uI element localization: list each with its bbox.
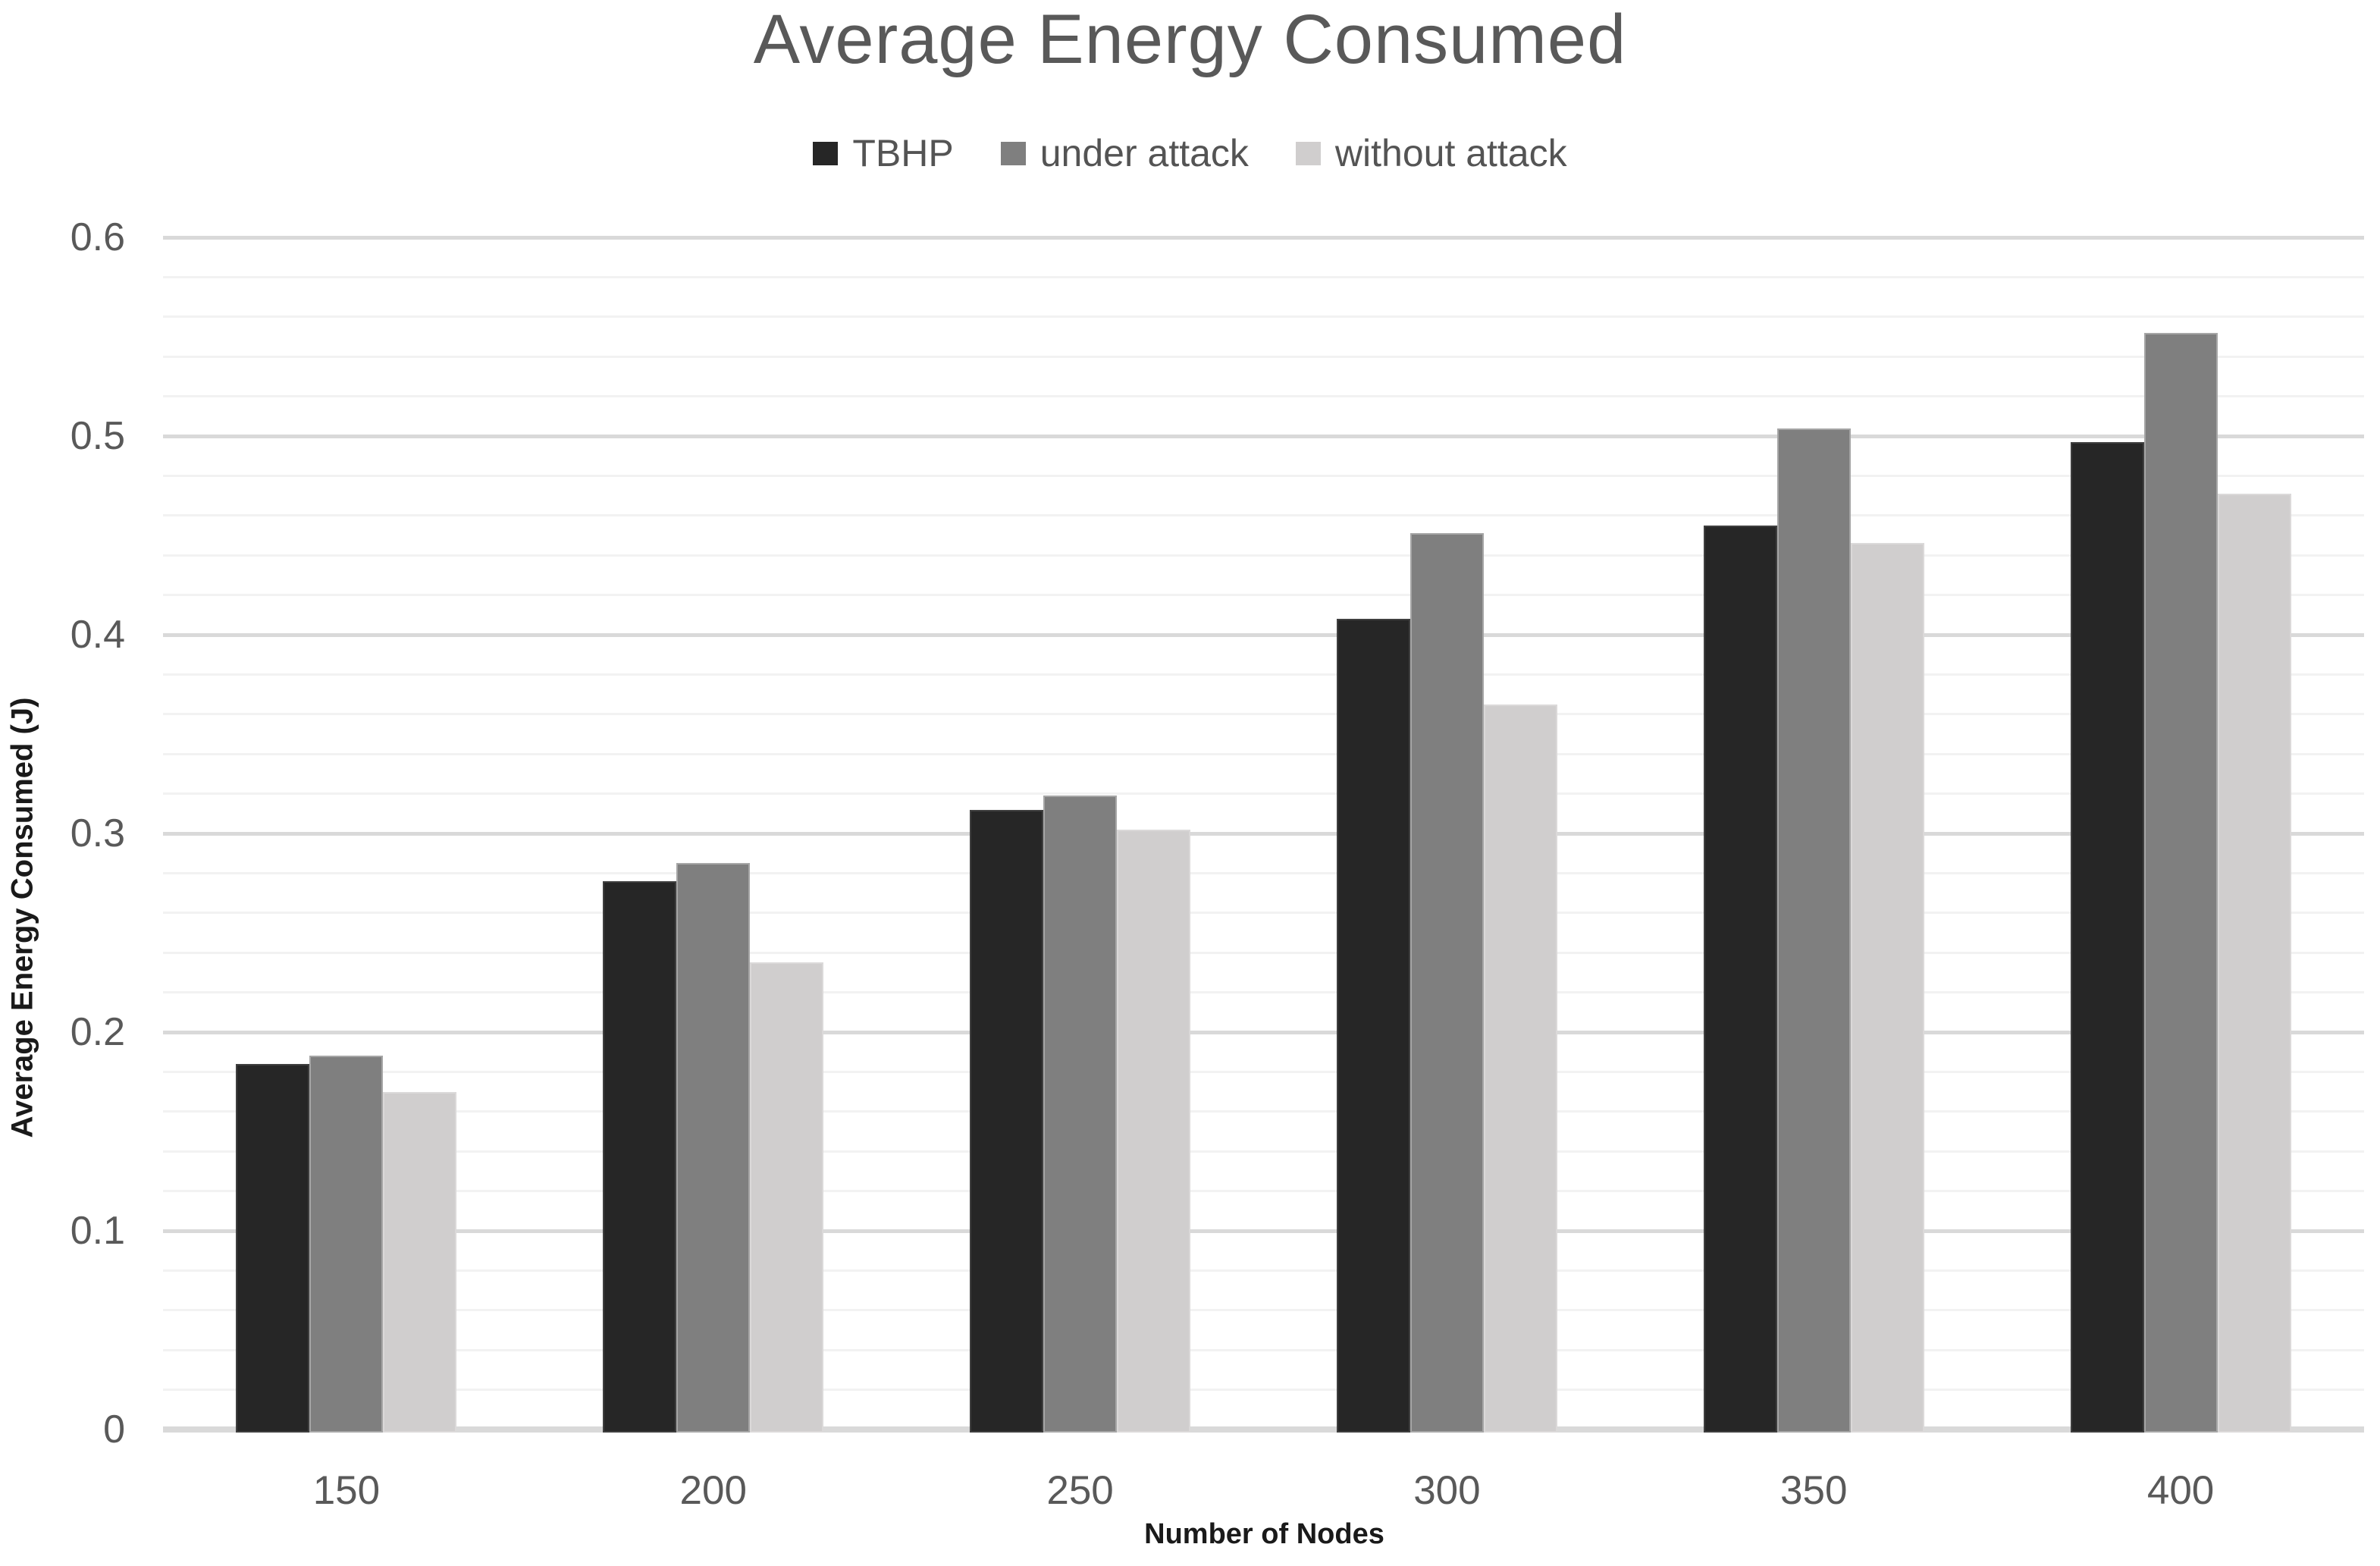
bar-without-attack-350 bbox=[1850, 543, 1924, 1433]
bar-without-attack-150 bbox=[383, 1091, 457, 1433]
bar-under-attack-250 bbox=[1043, 796, 1118, 1433]
bar-without-attack-300 bbox=[1483, 704, 1557, 1433]
bar-without-attack-250 bbox=[1117, 829, 1191, 1433]
legend-label: TBHP bbox=[852, 132, 954, 174]
gridline-minor bbox=[163, 991, 2364, 994]
gridline-minor bbox=[163, 713, 2364, 716]
gridline-minor bbox=[163, 275, 2364, 278]
gridline-minor bbox=[163, 1348, 2364, 1351]
gridline-major bbox=[163, 1229, 2364, 1233]
y-tick-label: 0.1 bbox=[70, 1209, 125, 1253]
gridline-minor bbox=[163, 912, 2364, 915]
bar-under-attack-300 bbox=[1409, 533, 1484, 1433]
bar-under-attack-200 bbox=[676, 863, 751, 1433]
y-axis-title: Average Energy Consumed (J) bbox=[5, 697, 39, 1138]
bar-without-attack-200 bbox=[750, 962, 824, 1433]
y-tick-label: 0.3 bbox=[70, 811, 125, 855]
y-tick-label: 0.5 bbox=[70, 414, 125, 458]
gridline-major bbox=[163, 434, 2364, 438]
gridline-minor bbox=[163, 395, 2364, 398]
gridline-minor bbox=[163, 673, 2364, 676]
gridline-major bbox=[163, 1030, 2364, 1034]
x-tick-label: 400 bbox=[2146, 1468, 2215, 1513]
gridline-major bbox=[163, 632, 2364, 637]
gridline-minor bbox=[163, 1309, 2364, 1312]
gridline-minor bbox=[163, 594, 2364, 597]
gridline-minor bbox=[163, 474, 2364, 477]
x-tick-label: 250 bbox=[1046, 1468, 1114, 1513]
gridline-minor bbox=[163, 752, 2364, 755]
y-tick-label: 0 bbox=[103, 1408, 125, 1451]
gridline-minor bbox=[163, 1150, 2364, 1153]
legend-swatch bbox=[1295, 141, 1321, 165]
bar-TBHP-200 bbox=[603, 880, 677, 1433]
gridline-major bbox=[163, 831, 2364, 836]
bar-TBHP-400 bbox=[2070, 441, 2144, 1433]
chart-title: Average Energy Consumed bbox=[753, 1, 1627, 78]
y-tick-label: 0.6 bbox=[70, 215, 125, 259]
x-tick-label: 200 bbox=[679, 1468, 747, 1513]
gridline-minor bbox=[163, 315, 2364, 319]
gridline-minor bbox=[163, 792, 2364, 796]
bar-TBHP-300 bbox=[1336, 619, 1410, 1433]
gridline-minor bbox=[163, 871, 2364, 874]
bar-TBHP-250 bbox=[970, 809, 1044, 1433]
bar-without-attack-400 bbox=[2217, 493, 2291, 1433]
legend-swatch bbox=[813, 141, 839, 165]
gridline-minor bbox=[163, 1190, 2364, 1193]
gridline-minor bbox=[163, 1110, 2364, 1113]
bar-TBHP-150 bbox=[236, 1063, 310, 1433]
bar-TBHP-350 bbox=[1703, 525, 1777, 1433]
gridline-minor bbox=[163, 1070, 2364, 1073]
x-axis-title: Number of Nodes bbox=[1144, 1518, 1384, 1550]
legend-item-TBHP: TBHP bbox=[813, 132, 954, 174]
legend-item-under-attack: under attack bbox=[1000, 132, 1249, 174]
gridline-major bbox=[163, 235, 2364, 240]
x-tick-label: 150 bbox=[312, 1468, 381, 1513]
gridline-minor bbox=[163, 554, 2364, 557]
gridline-minor bbox=[163, 1269, 2364, 1272]
gridline-minor bbox=[163, 1389, 2364, 1392]
gridline-minor bbox=[163, 514, 2364, 517]
bar-under-attack-350 bbox=[1776, 428, 1851, 1433]
legend-item-without-attack: without attack bbox=[1295, 132, 1567, 174]
gridline-minor bbox=[163, 355, 2364, 358]
y-tick-label: 0.4 bbox=[70, 613, 125, 657]
legend: TBHP under attack without attack bbox=[0, 133, 2380, 173]
x-tick-label: 350 bbox=[1780, 1468, 1848, 1513]
bar-under-attack-400 bbox=[2143, 332, 2218, 1433]
x-tick-label: 300 bbox=[1413, 1468, 1481, 1513]
y-tick-label: 0.2 bbox=[70, 1010, 125, 1054]
bar-under-attack-150 bbox=[309, 1056, 384, 1433]
legend-swatch bbox=[1000, 141, 1026, 165]
x-axis-line bbox=[163, 1426, 2364, 1433]
legend-label: without attack bbox=[1334, 132, 1567, 174]
legend-label: under attack bbox=[1039, 132, 1249, 174]
gridline-minor bbox=[163, 951, 2364, 954]
